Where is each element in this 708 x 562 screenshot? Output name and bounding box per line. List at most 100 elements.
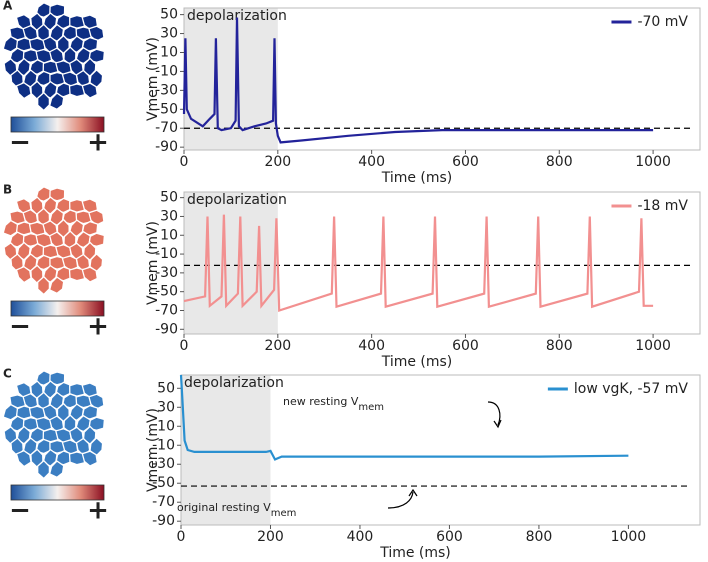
x-tick-label: 400	[347, 529, 374, 545]
x-tick-label: 200	[264, 154, 291, 170]
cell	[49, 371, 66, 386]
cell	[88, 232, 106, 247]
panel-letter: B	[3, 183, 12, 197]
colorbar-max-label: +	[87, 312, 109, 342]
cell	[42, 12, 58, 31]
x-tick-label: 800	[546, 154, 573, 170]
x-tick-label: 800	[546, 338, 573, 354]
x-tick-label: 1000	[611, 529, 647, 545]
annotation-arrow	[387, 491, 414, 509]
x-tick-label: 1000	[635, 154, 671, 170]
y-tick-label: -70	[155, 302, 178, 318]
colorbar-min-label: −	[9, 496, 31, 526]
y-tick-label: 10	[160, 227, 178, 243]
x-tick-label: 200	[257, 529, 284, 545]
y-tick-label: 50	[160, 190, 178, 206]
annotation-subscript: mem	[358, 402, 384, 413]
cell	[81, 450, 99, 467]
y-axis-label: Vmem (mV)	[145, 408, 161, 492]
x-tick-label: 600	[452, 154, 479, 170]
cell	[15, 265, 32, 284]
shaded-region	[181, 375, 271, 525]
cell	[82, 57, 97, 77]
y-tick-label: 30	[160, 26, 178, 42]
y-tick-label: -50	[155, 101, 178, 117]
annotation-subscript: mem	[271, 508, 297, 519]
annotation-arrow	[487, 401, 501, 426]
x-axis-label: Time (ms)	[381, 170, 453, 186]
annotation: new resting Vmem	[283, 395, 384, 413]
x-axis-label: Time (ms)	[379, 545, 451, 561]
y-tick-label: -70	[152, 494, 175, 510]
y-tick-label: -50	[152, 475, 175, 491]
cell	[88, 48, 106, 63]
y-axis-label: Vmem (mV)	[145, 221, 161, 305]
cell	[48, 276, 65, 295]
y-tick-label: -30	[152, 456, 175, 472]
cell	[37, 275, 51, 296]
colorbar-min-label: −	[9, 312, 31, 342]
x-axis-label: Time (ms)	[381, 354, 453, 370]
y-tick-label: -30	[155, 82, 178, 98]
legend-label: -70 mV	[637, 14, 688, 30]
colorbar	[10, 116, 105, 133]
y-tick-label: 30	[160, 208, 178, 224]
y-tick-label: -50	[155, 284, 178, 300]
cell	[81, 266, 99, 283]
shade-label: depolarization	[187, 8, 287, 24]
shade-label: depolarization	[184, 375, 284, 391]
y-tick-label: -10	[155, 63, 178, 79]
series-line	[183, 214, 654, 312]
x-tick-label: 600	[452, 338, 479, 354]
shade-label: depolarization	[187, 192, 287, 208]
series-line	[182, 17, 654, 144]
colorbar	[10, 300, 105, 317]
y-tick-label: -10	[152, 437, 175, 453]
cell	[15, 81, 32, 100]
cell	[48, 92, 65, 111]
cell	[81, 36, 99, 52]
cell	[81, 82, 99, 99]
x-tick-label: 600	[436, 529, 463, 545]
shaded-region	[184, 192, 278, 334]
y-tick-label: -90	[155, 321, 178, 337]
cell	[42, 380, 58, 399]
cell	[42, 196, 58, 215]
cell	[48, 460, 65, 479]
y-tick-label: -70	[155, 120, 178, 136]
cell	[49, 187, 66, 202]
y-tick-label: 10	[160, 44, 178, 60]
y-tick-label: 30	[157, 399, 175, 415]
cell	[81, 404, 99, 420]
x-tick-label: 200	[264, 338, 291, 354]
x-tick-label: 800	[526, 529, 553, 545]
y-tick-label: -30	[155, 265, 178, 281]
y-tick-label: 50	[160, 7, 178, 23]
panel-letter: A	[3, 0, 13, 13]
y-tick-label: -10	[155, 246, 178, 262]
x-tick-label: 0	[180, 154, 189, 170]
colorbar-max-label: +	[87, 128, 109, 158]
cell	[15, 449, 32, 468]
y-tick-label: 10	[157, 418, 175, 434]
cell	[82, 241, 97, 261]
plot-frame	[183, 191, 701, 335]
colorbar	[10, 484, 105, 501]
cell	[88, 416, 106, 431]
x-tick-label: 0	[177, 529, 186, 545]
colorbar-max-label: +	[87, 496, 109, 526]
cell	[49, 3, 66, 18]
plot-frame	[180, 374, 701, 526]
cell	[37, 459, 51, 480]
legend-label: low vgK, -57 mV	[574, 381, 689, 397]
cell	[16, 425, 31, 445]
y-axis-label: Vmem (mV)	[145, 37, 161, 121]
series-line	[179, 374, 629, 461]
x-tick-label: 400	[358, 338, 385, 354]
annotation-arrow-head	[408, 488, 418, 497]
cell	[81, 220, 99, 236]
y-tick-label: -90	[155, 139, 178, 155]
y-tick-label: 50	[157, 380, 175, 396]
colorbar-min-label: −	[9, 128, 31, 158]
x-tick-label: 1000	[635, 338, 671, 354]
